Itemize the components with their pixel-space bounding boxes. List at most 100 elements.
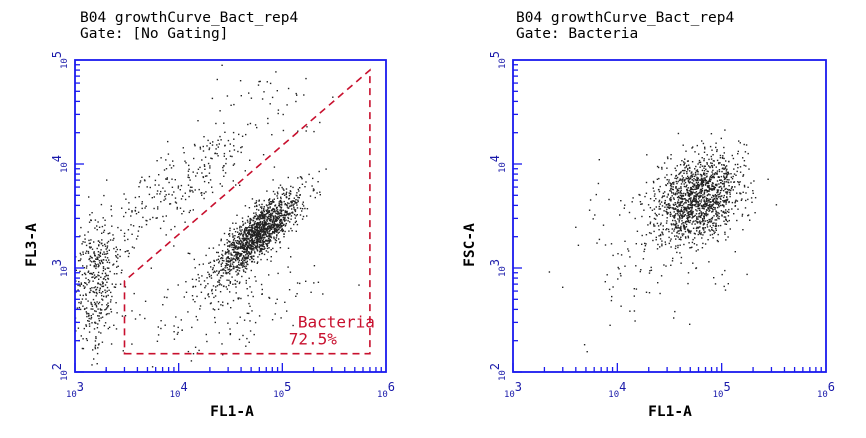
scatter-point: [669, 240, 672, 242]
scatter-point: [713, 230, 715, 232]
scatter-point: [92, 276, 94, 278]
scatter-point: [723, 186, 725, 188]
scatter-point: [709, 145, 712, 148]
scatter-point: [287, 217, 290, 220]
scatter-point: [281, 220, 283, 222]
scatter-point: [233, 251, 235, 253]
scatter-point: [733, 213, 735, 215]
scatter-point: [91, 364, 93, 366]
scatter-point: [699, 190, 701, 192]
scatter-point: [187, 176, 189, 178]
scatter-point: [686, 172, 688, 175]
scatter-point: [644, 195, 646, 198]
scatter-point: [247, 256, 249, 258]
scatter-point: [253, 249, 255, 251]
scatter-point: [266, 220, 268, 222]
scatter-point: [282, 209, 284, 211]
scatter-point: [225, 158, 227, 160]
scatter-point: [716, 239, 719, 242]
scatter-point: [274, 229, 277, 231]
scatter-point: [645, 192, 648, 194]
scatter-point: [712, 200, 714, 202]
scatter-point: [271, 319, 274, 321]
scatter-point: [274, 224, 276, 226]
scatter-point: [715, 222, 717, 225]
scatter-point: [700, 182, 703, 184]
scatter-point: [275, 218, 277, 220]
scatter-point: [248, 238, 250, 240]
scatter-point: [107, 232, 109, 235]
scatter-point: [149, 218, 151, 221]
scatter-point: [97, 315, 99, 317]
scatter-point: [90, 289, 92, 292]
scatter-point: [114, 286, 117, 288]
scatter-point: [677, 180, 679, 183]
scatter-point: [659, 208, 662, 210]
scatter-point: [701, 182, 703, 185]
scatter-point: [725, 176, 728, 179]
scatter-point: [91, 287, 93, 289]
scatter-point: [263, 223, 265, 226]
scatter-point: [164, 195, 166, 198]
scatter-point: [728, 201, 730, 204]
scatter-point: [666, 228, 668, 230]
scatter-point: [710, 204, 713, 206]
scatter-point: [702, 180, 705, 183]
scatter-point: [595, 193, 597, 196]
scatter-point: [229, 229, 231, 232]
scatter-point: [85, 250, 88, 252]
scatter-point: [670, 185, 673, 187]
scatter-point: [723, 216, 725, 218]
scatter-point: [250, 226, 252, 229]
scatter-point: [222, 275, 224, 277]
scatter-point: [279, 227, 281, 229]
scatter-point: [716, 190, 719, 192]
scatter-point: [264, 218, 266, 220]
scatter-point: [295, 194, 297, 197]
scatter-point: [671, 207, 673, 209]
scatter-point: [97, 271, 100, 274]
scatter-point: [239, 184, 241, 186]
scatter-point: [272, 215, 274, 217]
scatter-point: [188, 211, 190, 214]
scatter-point: [261, 288, 263, 291]
scatter-point: [236, 258, 239, 261]
scatter-point: [185, 162, 187, 164]
scatter-point: [720, 175, 723, 178]
y-tick-label: 102: [488, 363, 508, 381]
scatter-point: [693, 178, 695, 180]
scatter-point: [194, 285, 197, 288]
scatter-point: [715, 210, 717, 212]
scatter-point: [722, 204, 724, 206]
scatter-point: [271, 221, 274, 224]
scatter-point: [196, 319, 199, 321]
scatter-point: [246, 219, 249, 221]
scatter-point: [687, 237, 690, 239]
scatter-point: [201, 172, 203, 174]
scatter-point: [617, 253, 619, 255]
scatter-point: [97, 251, 100, 253]
gate-polygon[interactable]: [123, 68, 371, 355]
scatter-point: [289, 193, 292, 195]
scatter-point: [271, 212, 274, 214]
scatter-point: [104, 279, 107, 281]
scatter-point: [262, 227, 265, 229]
scatter-point: [720, 185, 722, 188]
scatter-point: [694, 200, 696, 202]
scatter-point: [709, 209, 711, 212]
scatter-point: [239, 239, 242, 241]
scatter-point: [681, 175, 683, 177]
scatter-point: [690, 202, 693, 205]
scatter-point: [293, 208, 295, 210]
scatter-point: [111, 283, 113, 285]
scatter-point: [238, 257, 240, 259]
scatter-point: [275, 71, 277, 73]
scatter-point: [252, 232, 255, 235]
scatter-point: [255, 229, 257, 231]
scatter-point: [244, 228, 246, 230]
scatter-point: [716, 180, 719, 182]
scatter-point: [701, 189, 703, 192]
scatter-point: [240, 232, 243, 234]
scatter-point: [710, 221, 712, 223]
